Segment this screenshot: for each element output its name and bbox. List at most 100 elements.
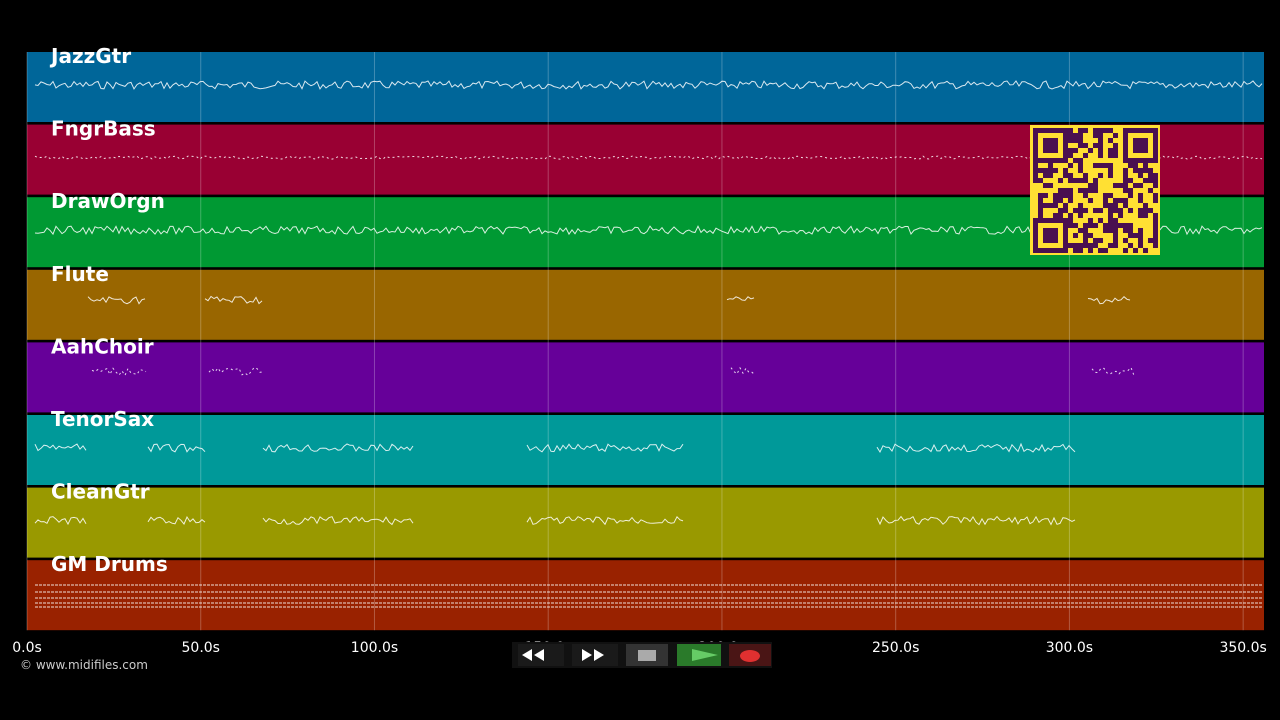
qr-module — [1143, 143, 1148, 148]
qr-module — [1108, 213, 1113, 218]
qr-module — [1038, 208, 1043, 213]
qr-module — [1153, 138, 1158, 143]
qr-module — [1103, 198, 1108, 203]
qr-module — [1138, 233, 1143, 238]
qr-module — [1153, 198, 1158, 203]
track-notes — [34, 442, 1076, 454]
qr-module — [1048, 138, 1053, 143]
track-name: DrawOrgn — [51, 189, 165, 213]
qr-module — [1078, 163, 1083, 168]
qr-module — [1078, 203, 1083, 208]
qr-module — [1143, 213, 1148, 218]
qr-module — [1113, 203, 1118, 208]
qr-module — [1073, 148, 1078, 153]
qr-module — [1123, 168, 1128, 173]
note-line — [34, 516, 87, 526]
x-tick-label: 50.0s — [182, 640, 220, 656]
qr-module — [1033, 228, 1038, 233]
qr-module — [1083, 128, 1088, 133]
note-line — [876, 515, 1076, 526]
qr-module — [1148, 238, 1153, 243]
qr-module — [1078, 178, 1083, 183]
qr-module — [1103, 203, 1108, 208]
qr-module — [1083, 188, 1088, 193]
forward-button[interactable] — [572, 644, 618, 666]
qr-module — [1088, 148, 1093, 153]
qr-module — [1138, 193, 1143, 198]
track-lane — [27, 487, 1264, 558]
note-line — [526, 515, 684, 526]
qr-module — [1153, 213, 1158, 218]
qr-module — [1153, 233, 1158, 238]
qr-module — [1048, 218, 1053, 223]
qr-module — [1138, 208, 1143, 213]
qr-module — [1048, 158, 1053, 163]
qr-module — [1033, 178, 1038, 183]
qr-module — [1138, 243, 1143, 248]
qr-module — [1083, 208, 1088, 213]
qr-module — [1108, 243, 1113, 248]
qr-module — [1123, 203, 1128, 208]
qr-module — [1078, 243, 1083, 248]
qr-module — [1093, 128, 1098, 133]
x-tick-label: 250.0s — [872, 640, 919, 656]
qr-module — [1138, 198, 1143, 203]
qr-module — [1063, 228, 1068, 233]
qr-module — [1078, 128, 1083, 133]
qr-module — [1098, 238, 1103, 243]
qr-module — [1093, 188, 1098, 193]
qr-module — [1043, 193, 1048, 198]
qr-module — [1153, 158, 1158, 163]
stop-button[interactable] — [626, 644, 668, 666]
qr-module — [1033, 238, 1038, 243]
x-tick-label: 100.0s — [351, 640, 398, 656]
qr-module — [1083, 173, 1088, 178]
qr-module — [1053, 168, 1058, 173]
qr-module — [1038, 198, 1043, 203]
record-button[interactable] — [729, 644, 771, 666]
track-name: TenorSax — [51, 407, 154, 431]
qr-module — [1128, 188, 1133, 193]
qr-module — [1078, 138, 1083, 143]
rewind-button[interactable] — [518, 644, 564, 666]
qr-module — [1153, 173, 1158, 178]
qr-module — [1043, 158, 1048, 163]
qr-module — [1143, 178, 1148, 183]
note-line — [147, 443, 206, 453]
qr-module — [1128, 243, 1133, 248]
qr-module — [1068, 138, 1073, 143]
qr-module — [1038, 248, 1043, 253]
qr-module — [1148, 128, 1153, 133]
qr-module — [1123, 153, 1128, 158]
track-notes — [34, 515, 1076, 526]
play-button[interactable] — [677, 644, 721, 666]
qr-module — [1033, 133, 1038, 138]
qr-module — [1088, 223, 1093, 228]
note-line — [87, 296, 146, 305]
qr-module — [1138, 228, 1143, 233]
x-tick-label: 300.0s — [1046, 640, 1093, 656]
qr-module — [1113, 238, 1118, 243]
qr-module — [1138, 238, 1143, 243]
qr-module — [1153, 228, 1158, 233]
qr-module — [1113, 183, 1118, 188]
qr-module — [1123, 148, 1128, 153]
qr-module — [1153, 238, 1158, 243]
qr-module — [1108, 173, 1113, 178]
qr-module — [1133, 233, 1138, 238]
qr-module — [1053, 218, 1058, 223]
qr-module — [1118, 223, 1123, 228]
qr-module — [1113, 218, 1118, 223]
qr-module — [1043, 128, 1048, 133]
qr-module — [1103, 163, 1108, 168]
qr-module — [1068, 148, 1073, 153]
qr-module — [1093, 143, 1098, 148]
qr-module — [1093, 133, 1098, 138]
qr-module — [1073, 233, 1078, 238]
qr-module — [1043, 168, 1048, 173]
qr-module — [1083, 238, 1088, 243]
qr-module — [1068, 173, 1073, 178]
qr-module — [1133, 163, 1138, 168]
note-line — [1087, 296, 1131, 305]
copyright: © www.midifiles.com — [20, 658, 148, 672]
